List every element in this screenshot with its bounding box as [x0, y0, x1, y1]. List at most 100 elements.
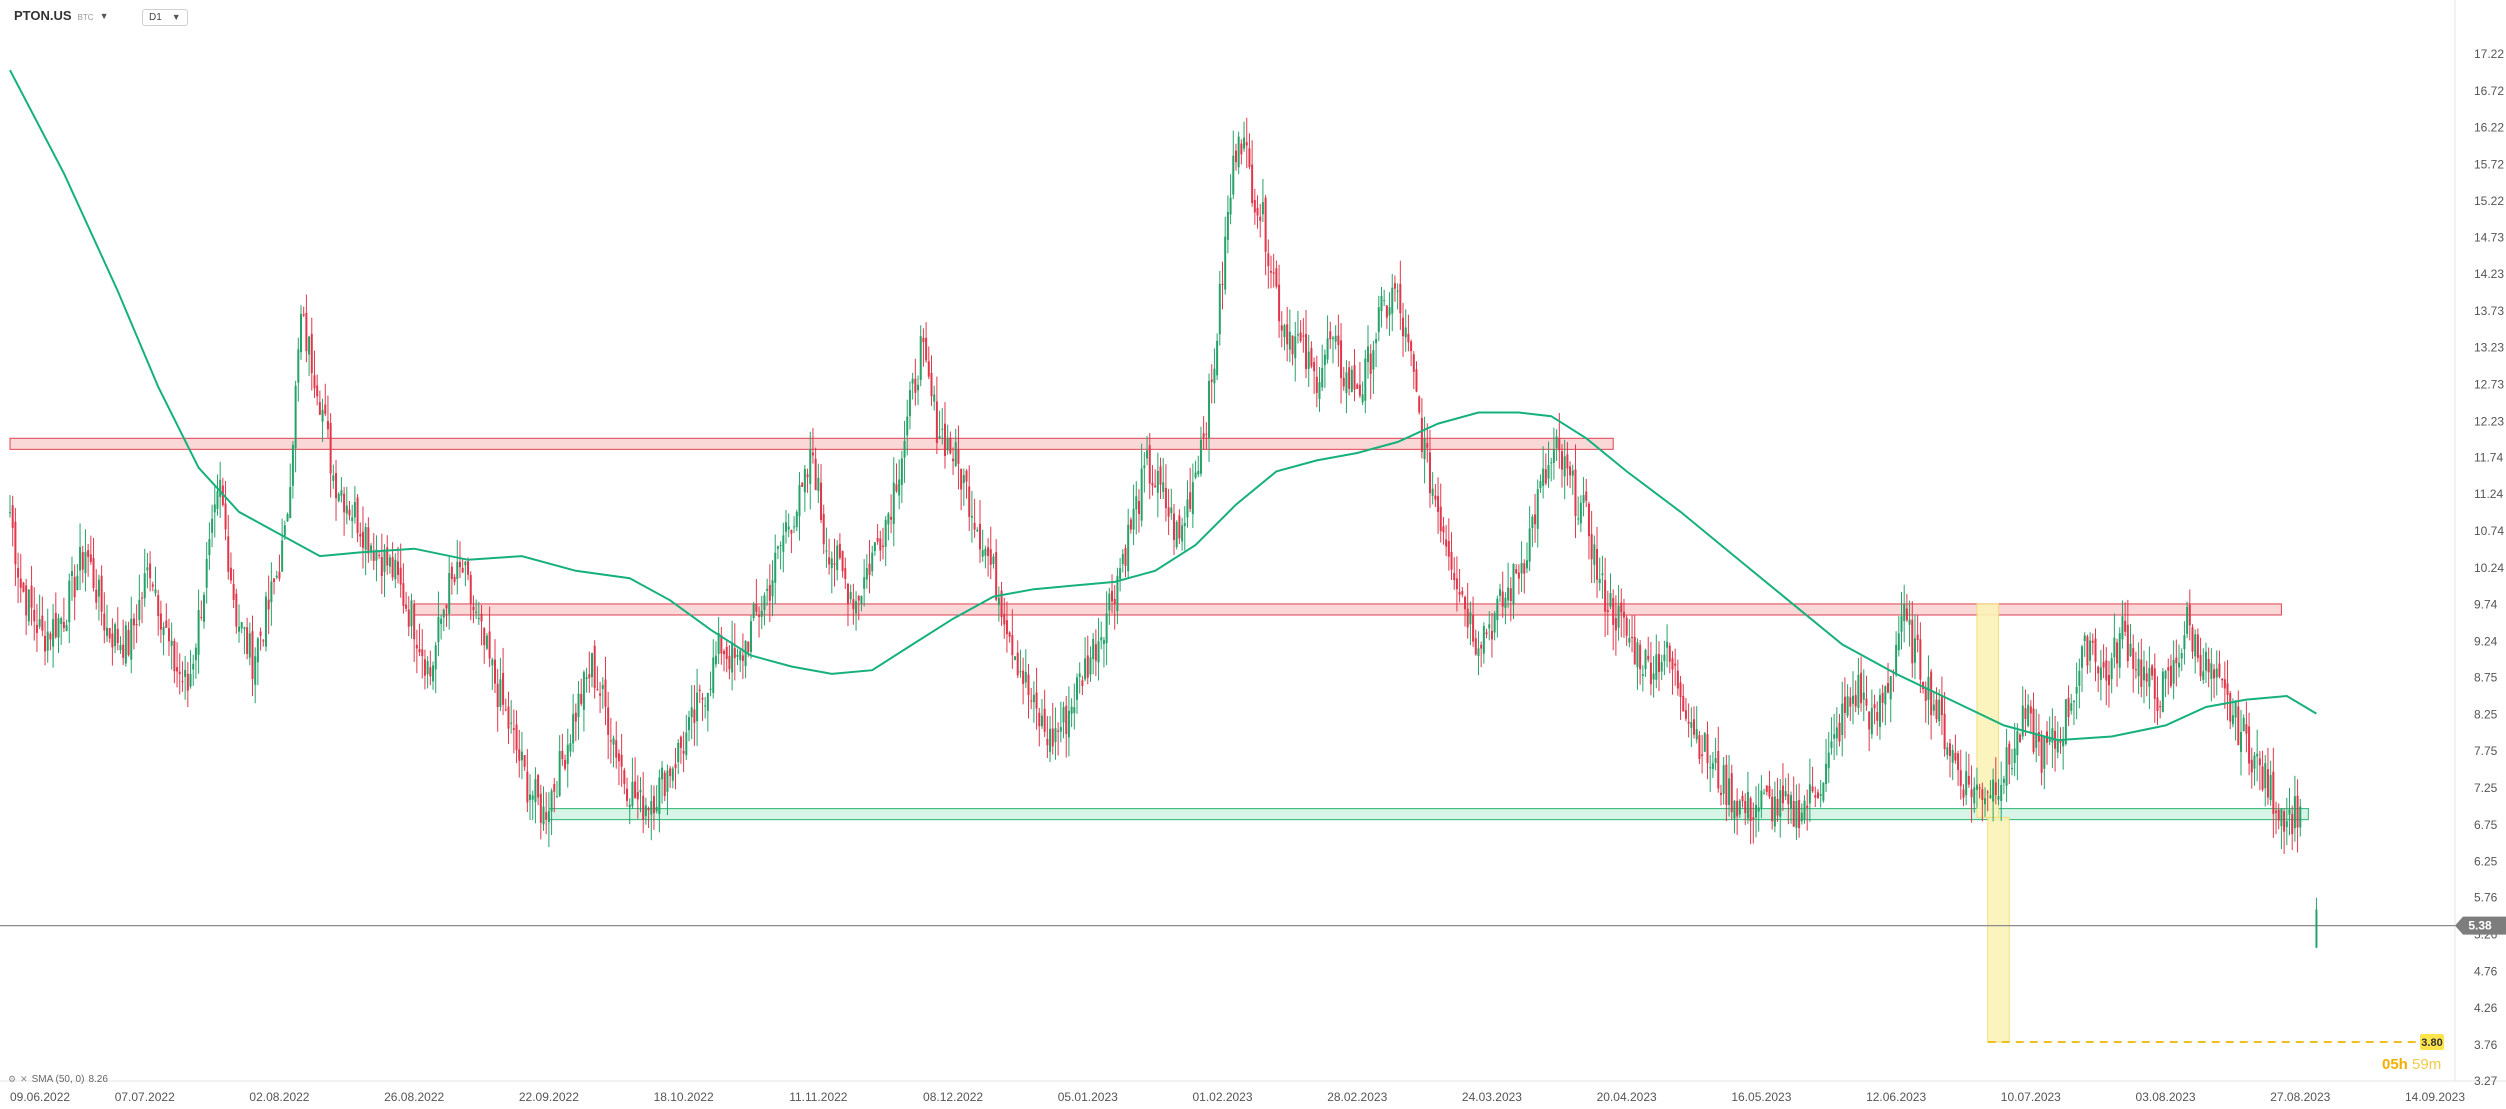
close-icon[interactable]: ✕ [20, 1074, 28, 1084]
candle-body [1183, 523, 1186, 526]
candle-body [647, 808, 650, 811]
candle-body [1270, 271, 1272, 273]
candle-body [1022, 670, 1025, 684]
candle-body [873, 542, 876, 552]
candle-body [1582, 495, 1585, 503]
candle-body [2089, 640, 2092, 661]
candle-body [2272, 771, 2275, 814]
candle-body [1097, 641, 1100, 663]
candle-body [1024, 672, 1027, 683]
candle-body [1790, 795, 1793, 809]
candle-body [1399, 283, 1402, 314]
candle-body [442, 609, 445, 618]
candle-body [2099, 667, 2102, 680]
candle-body [1900, 616, 1903, 632]
candle-body [1741, 795, 1744, 802]
candle-body [2169, 665, 2172, 687]
candle-body [1477, 648, 1480, 656]
candle-body [1528, 528, 1531, 562]
candle-body [868, 563, 871, 575]
candle-body [952, 458, 955, 462]
candle-body [2194, 634, 2197, 657]
y-tick-label: 8.75 [2474, 671, 2498, 685]
candle-body [240, 622, 243, 629]
candle-body [1714, 758, 1717, 763]
y-tick-label: 11.74 [2474, 450, 2503, 464]
candle-body [1509, 588, 1512, 602]
candle-body [2213, 669, 2216, 679]
candle-body [1356, 384, 1359, 389]
candle-body [256, 638, 259, 663]
candle-body [876, 537, 879, 542]
candle-body [1550, 462, 1553, 464]
candle-body [100, 575, 103, 612]
candle-body [1086, 655, 1089, 678]
candle-body [930, 372, 933, 397]
candle-body [426, 661, 429, 675]
candle-body [380, 557, 383, 576]
timeframe-label: D1 [149, 12, 162, 23]
candle-body [1515, 569, 1518, 574]
candle-body [2296, 795, 2299, 828]
highlight-range[interactable] [1987, 816, 2010, 1043]
resistance-zone[interactable] [413, 603, 2282, 616]
candle-body [798, 484, 801, 517]
candle-body [2051, 728, 2054, 743]
candle-body [1631, 637, 1634, 639]
candle-body [1676, 670, 1679, 689]
candle-body [1800, 812, 1803, 822]
timeframe-selector[interactable]: D1 ▼ [142, 9, 188, 26]
candle-body [1994, 782, 1997, 796]
candle-body [828, 557, 831, 565]
symbol-label[interactable]: PTON.US [14, 8, 72, 23]
candle-body [612, 738, 615, 745]
candle-body [1625, 617, 1628, 636]
candle-body [1755, 804, 1757, 818]
candle-body [550, 790, 553, 812]
candle-body [704, 705, 707, 707]
indicator-label: SMA (50, 0) [31, 1074, 85, 1085]
candle-body [386, 547, 389, 566]
x-tick-label: 09.06.2022 [10, 1090, 70, 1104]
candle-body [836, 545, 839, 571]
candle-body [1202, 433, 1205, 438]
support-zone[interactable] [548, 808, 2309, 821]
candle-body [1833, 734, 1836, 739]
candle-body [1173, 513, 1175, 541]
candle-body [2105, 660, 2108, 681]
candle-body [997, 597, 1000, 606]
candle-body [1331, 337, 1334, 339]
candle-body [1843, 696, 1846, 713]
candle-body [60, 618, 63, 624]
candle-body [176, 667, 179, 672]
candle-body [728, 655, 731, 670]
candle-body [2075, 686, 2078, 694]
caret-down-icon[interactable]: ▼ [99, 10, 109, 21]
candle-body [203, 594, 205, 622]
candle-body [820, 482, 823, 521]
candle-body [1170, 507, 1173, 514]
resistance-zone[interactable] [9, 437, 1614, 450]
candle-body [1286, 324, 1289, 345]
sma-line[interactable] [9, 69, 2317, 742]
candle-body [946, 437, 949, 451]
candle-body [1334, 335, 1337, 342]
candle-body [114, 624, 117, 647]
candle-body [2248, 726, 2251, 764]
candle-body [25, 585, 28, 616]
candle-body [477, 618, 480, 620]
candle-body [1367, 346, 1369, 363]
candle-body [763, 595, 766, 611]
candle-body [1765, 785, 1768, 792]
candle-body [949, 437, 952, 454]
candle-body [984, 548, 987, 556]
indicator-legend[interactable]: ⚙ ✕ SMA (50, 0) 8.26 [8, 1074, 108, 1085]
candle-body [941, 428, 944, 430]
settings-icon[interactable]: ⚙ [8, 1074, 17, 1084]
x-tick-label: 11.11.2022 [789, 1090, 848, 1104]
candle-body [1208, 380, 1211, 439]
candle-body [1684, 710, 1687, 719]
candle-body [2043, 736, 2046, 769]
candle-body [2167, 667, 2170, 671]
